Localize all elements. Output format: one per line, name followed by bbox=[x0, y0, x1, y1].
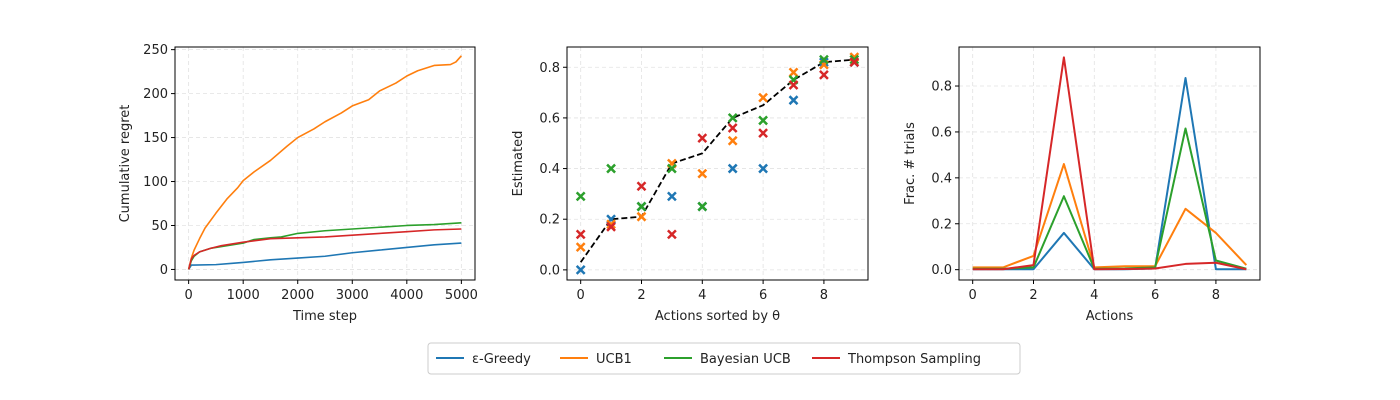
scatter-point-ucb1 bbox=[575, 242, 586, 252]
series-line-epsilon-greedy bbox=[972, 76, 1247, 271]
y-tick-label: 250 bbox=[143, 43, 168, 58]
scatter-point-epsilon-greedy bbox=[758, 163, 768, 174]
scatter-point-epsilon-greedy bbox=[667, 191, 677, 202]
x-tick-label: 6 bbox=[1151, 288, 1159, 303]
scatter-point-bayesian-ucb bbox=[819, 54, 829, 65]
scatter-point-bayesian-ucb bbox=[849, 54, 860, 65]
x-tick-label: 3000 bbox=[336, 288, 369, 303]
scatter-point-epsilon-greedy bbox=[575, 264, 586, 275]
series-line-thompson-sampling bbox=[972, 56, 1247, 271]
legend-label: Bayesian UCB bbox=[700, 352, 791, 367]
y-tick-label: 100 bbox=[143, 175, 168, 190]
plot-frame bbox=[174, 46, 476, 281]
scatter-point-bayesian-ucb bbox=[697, 201, 708, 212]
scatter-point-ucb1 bbox=[606, 219, 616, 230]
scatter-point-ucb1 bbox=[727, 135, 738, 146]
y-tick-label: 0.6 bbox=[931, 125, 952, 140]
x-tick-label: 2000 bbox=[281, 288, 314, 303]
y-tick-label: 0.8 bbox=[931, 80, 952, 95]
trials-fraction-plot: 0 2 4 6 8 0.0 0.2 0.4 0.6 0.8 Actions Frac. # trial… bbox=[903, 46, 1261, 324]
legend-box bbox=[427, 342, 1021, 375]
legend: ε-Greedy UCB1 Bayesian UCB Thompson Samplin… bbox=[427, 342, 1021, 375]
legend-label: UCB1 bbox=[596, 352, 632, 367]
scatter-point-thompson-sampling bbox=[788, 80, 799, 90]
y-tick-label: 0.0 bbox=[931, 263, 952, 278]
series-line-epsilon-greedy bbox=[187, 242, 462, 270]
x-tick-label: 4 bbox=[1090, 288, 1098, 303]
x-tick-label: 8 bbox=[820, 288, 828, 303]
scatter-point-bayesian-ucb bbox=[667, 163, 677, 174]
x-tick-label: 0 bbox=[577, 288, 585, 303]
y-axis-label: Frac. # trials bbox=[903, 122, 918, 205]
scatter-point-epsilon-greedy bbox=[727, 163, 738, 174]
scatter-point-thompson-sampling bbox=[667, 229, 677, 240]
y-tick-label: 0 bbox=[160, 263, 168, 278]
plot-frame bbox=[566, 46, 869, 281]
y-tick-label: 0.4 bbox=[931, 171, 952, 186]
x-tick-label: 0 bbox=[969, 288, 977, 303]
x-axis-label: Actions sorted by θ bbox=[655, 309, 780, 324]
x-axis-label: Actions bbox=[1086, 309, 1134, 324]
x-tick-label: 2 bbox=[1029, 288, 1037, 303]
x-tick-label: 0 bbox=[184, 288, 192, 303]
y-tick-label: 50 bbox=[151, 219, 168, 234]
scatter-point-thompson-sampling bbox=[697, 133, 708, 144]
legend-item-ucb1: UCB1 bbox=[560, 352, 632, 367]
scatter-point-epsilon-greedy bbox=[788, 95, 799, 106]
scatter-point-thompson-sampling bbox=[819, 69, 829, 80]
legend-label: Thompson Sampling bbox=[847, 352, 981, 367]
scatter-point-ucb1 bbox=[758, 92, 768, 103]
x-tick-label: 6 bbox=[759, 288, 767, 303]
scatter-point-thompson-sampling bbox=[727, 123, 738, 133]
scatter-point-bayesian-ucb bbox=[575, 191, 586, 202]
series-line-ucb1 bbox=[972, 163, 1248, 269]
scatter-point-bayesian-ucb bbox=[606, 163, 616, 174]
scatter-point-thompson-sampling bbox=[636, 181, 647, 192]
regret-plot: 0 1000 2000 3000 4000 5000 0 50 100 150 200 250 Time… bbox=[118, 43, 478, 324]
x-tick-label: 5000 bbox=[445, 288, 478, 303]
x-tick-label: 8 bbox=[1212, 288, 1220, 303]
estimates-plot: 0 2 4 6 8 0.0 0.2 0.4 0.6 0.8 Actions sorted by θ E… bbox=[511, 46, 869, 324]
y-tick-label: 0.6 bbox=[539, 111, 560, 126]
true-theta-line bbox=[579, 58, 855, 263]
scatter-point-thompson-sampling bbox=[758, 128, 768, 138]
series-line-thompson-sampling bbox=[187, 228, 462, 270]
series-line-ucb1 bbox=[187, 55, 462, 270]
y-tick-label: 0.4 bbox=[539, 162, 560, 177]
scatter-point-ucb1 bbox=[636, 211, 647, 222]
y-tick-label: 150 bbox=[143, 131, 168, 146]
scatter-point-bayesian-ucb bbox=[727, 113, 738, 123]
scatter-point-thompson-sampling bbox=[849, 57, 860, 68]
y-tick-label: 0.2 bbox=[931, 217, 952, 232]
legend-item-epsilon-greedy: ε-Greedy bbox=[436, 352, 531, 367]
x-tick-label: 1000 bbox=[227, 288, 260, 303]
y-tick-label: 0.8 bbox=[539, 61, 560, 76]
scatter-point-ucb1 bbox=[697, 168, 708, 179]
y-axis-label: Estimated bbox=[511, 131, 526, 197]
plot-frame bbox=[958, 46, 1261, 281]
scatter-point-epsilon-greedy bbox=[819, 57, 829, 68]
scatter-point-thompson-sampling bbox=[606, 221, 616, 232]
legend-label: ε-Greedy bbox=[472, 352, 531, 367]
x-axis-label: Time step bbox=[292, 309, 357, 324]
y-tick-label: 200 bbox=[143, 87, 168, 102]
y-tick-label: 0.0 bbox=[539, 263, 560, 278]
scatter-point-ucb1 bbox=[788, 67, 799, 78]
x-tick-label: 4 bbox=[698, 288, 706, 303]
x-tick-label: 4000 bbox=[390, 288, 423, 303]
y-axis-label: Cumulative regret bbox=[118, 105, 133, 223]
legend-item-bayesian-ucb: Bayesian UCB bbox=[664, 352, 791, 367]
scatter-point-thompson-sampling bbox=[575, 229, 586, 240]
x-tick-label: 2 bbox=[637, 288, 645, 303]
scatter-point-bayesian-ucb bbox=[636, 201, 647, 212]
scatter-point-bayesian-ucb bbox=[758, 115, 768, 126]
legend-item-thompson-sampling: Thompson Sampling bbox=[812, 352, 981, 367]
y-tick-label: 0.2 bbox=[539, 213, 560, 228]
